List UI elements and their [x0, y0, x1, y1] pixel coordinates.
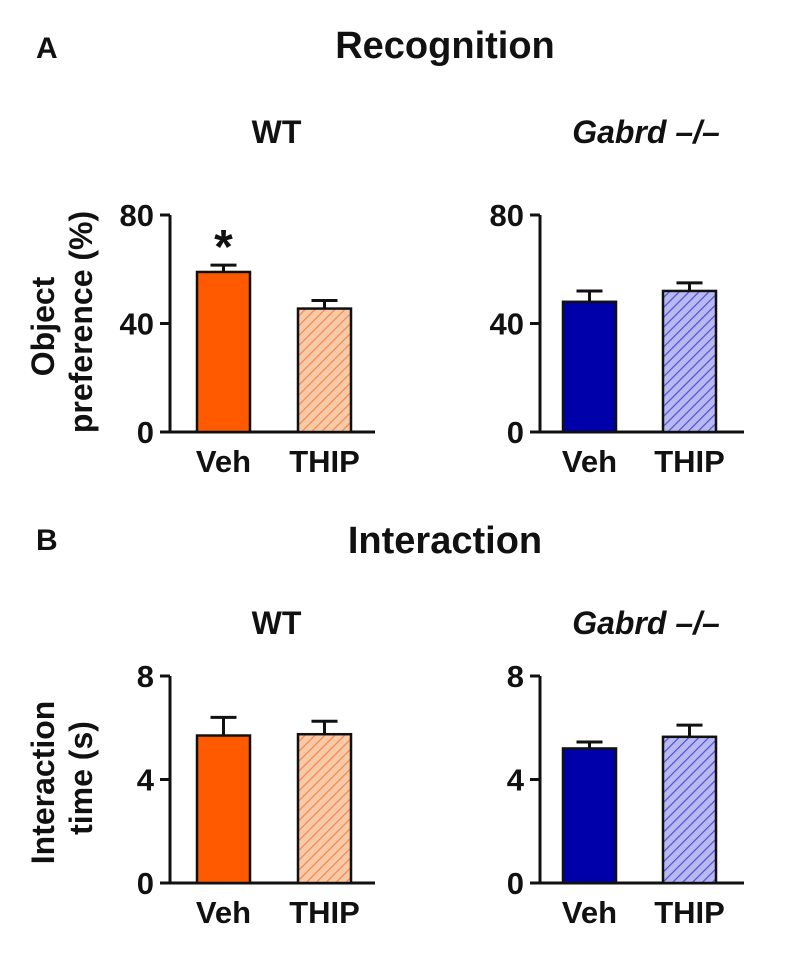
x-category-label: THIP: [289, 895, 360, 930]
panel-b-ylabel-line1: Interaction: [25, 701, 61, 865]
x-category-label: Veh: [196, 895, 251, 930]
panel-a-ylabel-line2: preference (%): [63, 211, 99, 433]
panel-a-ylabel-line1: Object: [25, 276, 61, 376]
y-tick-label: 40: [120, 307, 154, 342]
panel-b-ylabel-line2: time (s): [63, 721, 99, 835]
x-category-label: Veh: [196, 444, 251, 479]
y-tick-label: 0: [507, 415, 524, 450]
panel-b-ylabel: Interaction time (s): [25, 692, 99, 864]
y-tick-label: 40: [490, 307, 524, 342]
bar-thip: [661, 289, 718, 434]
x-category-label: Veh: [562, 444, 617, 479]
bar-veh: [195, 270, 252, 434]
y-tick-label: 4: [137, 763, 155, 798]
panel-a-title: Recognition: [335, 25, 555, 67]
y-tick-label: 0: [137, 866, 154, 901]
bar-veh: [195, 734, 252, 885]
bar-thip: [661, 735, 718, 885]
bar-veh: [561, 300, 618, 434]
chart-title: Gabrd –/–: [572, 605, 720, 641]
x-category-label: THIP: [654, 444, 725, 479]
chart-interaction-gabrd: Gabrd –/– 0 4 8 Veh THIP: [507, 605, 744, 930]
bar-veh: [561, 747, 618, 885]
chart-title: WT: [252, 114, 302, 150]
chart-recognition-wt: WT 0 40 80 Veh * THIP: [120, 114, 375, 479]
y-tick-label: 0: [137, 415, 154, 450]
chart-title: WT: [252, 605, 302, 641]
significance-marker: *: [214, 221, 233, 274]
chart-recognition-gabrd: Gabrd –/– 0 40 80 Veh THIP: [490, 114, 744, 479]
panel-b-letter: B: [36, 524, 58, 557]
y-tick-label: 0: [507, 866, 524, 901]
bar-thip: [296, 732, 353, 885]
panel-b-title: Interaction: [348, 520, 542, 562]
x-category-label: THIP: [289, 444, 360, 479]
y-tick-label: 8: [137, 659, 154, 694]
y-tick-label: 80: [120, 198, 154, 233]
chart-interaction-wt: WT 0 4 8 Veh THIP: [137, 605, 375, 930]
panel-a-letter: A: [36, 32, 58, 65]
x-category-label: Veh: [562, 895, 617, 930]
y-tick-label: 80: [490, 198, 524, 233]
panel-a-ylabel: Object preference (%): [25, 211, 99, 433]
chart-title: Gabrd –/–: [572, 114, 720, 150]
bar-thip: [296, 307, 353, 434]
y-tick-label: 4: [507, 763, 525, 798]
y-tick-label: 8: [507, 659, 524, 694]
x-category-label: THIP: [654, 895, 725, 930]
